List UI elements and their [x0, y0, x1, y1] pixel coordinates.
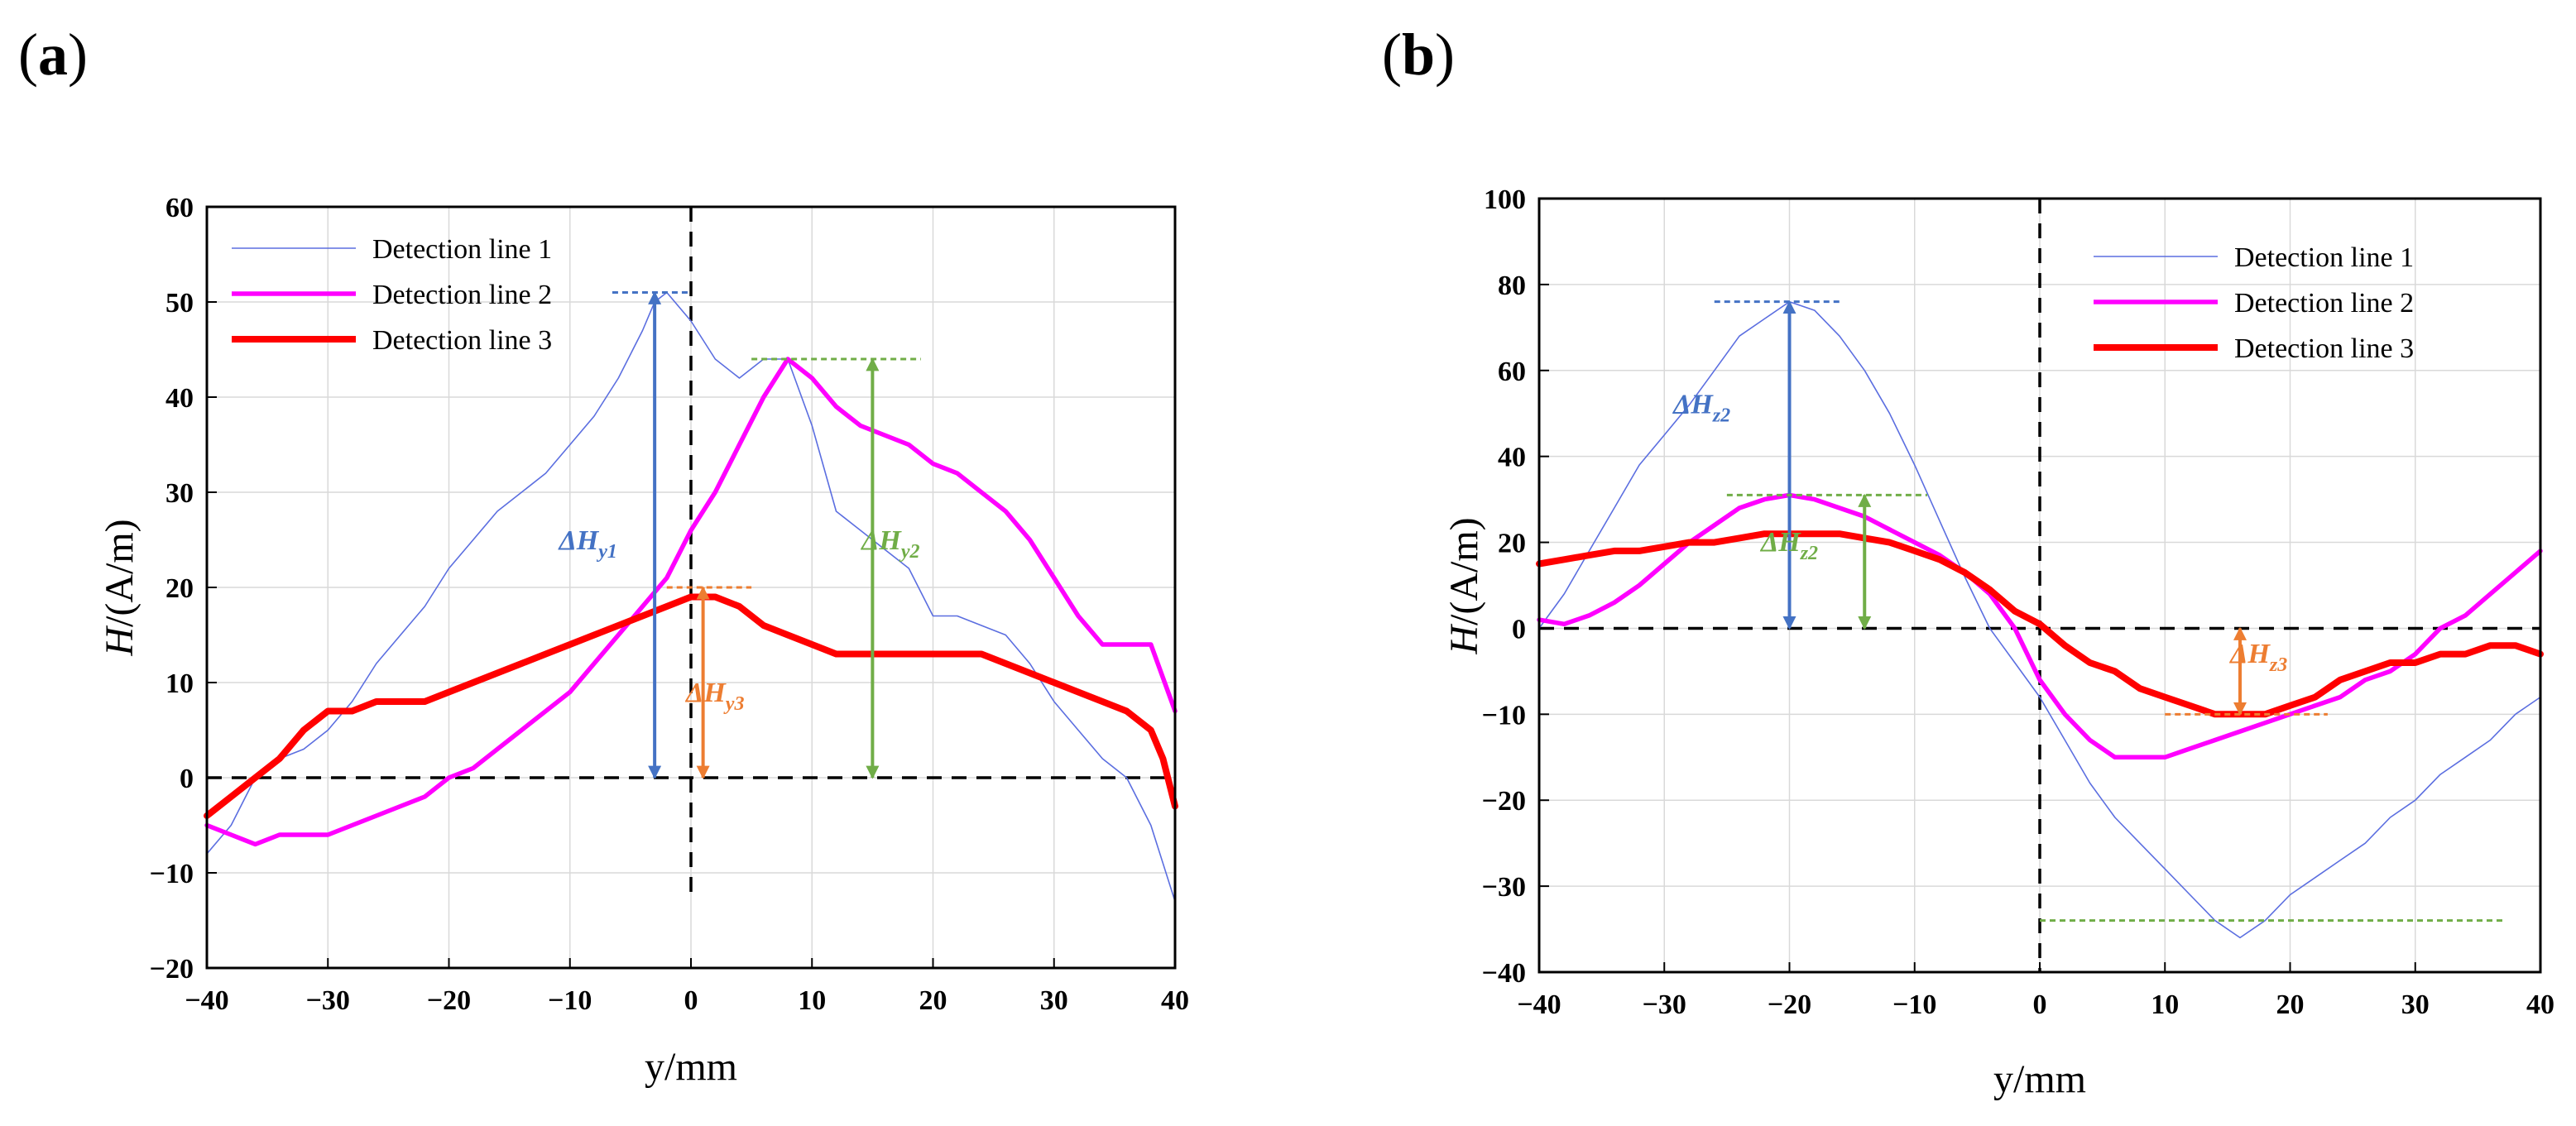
annotation-label: ΔHy2 — [860, 525, 919, 563]
legend-label-3: Detection line 3 — [372, 325, 552, 356]
y-tick-label: 30 — [165, 478, 194, 509]
y-tick-label: −20 — [150, 954, 194, 985]
annotation-label-sub: z2 — [1800, 543, 1818, 564]
y-tick-label: 60 — [165, 193, 194, 223]
x-tick-label: −30 — [1643, 989, 1686, 1020]
x-tick-label: 40 — [2526, 989, 2554, 1020]
series-line-1 — [206, 291, 1176, 903]
legend-label-1: Detection line 1 — [2234, 242, 2414, 273]
series-line-3 — [1536, 530, 2544, 718]
series-line-2 — [204, 357, 1178, 847]
y-tick-labels-a: −20 −10 0 10 20 30 40 50 60 — [150, 193, 217, 985]
y-axis-label-a: H/(A/m) — [98, 519, 142, 656]
annotation-label-main: ΔH — [860, 525, 902, 556]
annotation-label-sub: y3 — [723, 693, 745, 715]
x-tick-label: −30 — [306, 985, 350, 1016]
legend-a: Detection line 1 Detection line 2 Detectio… — [232, 234, 552, 356]
x-tick-label: −10 — [1892, 989, 1936, 1020]
annotation-label-sub: y2 — [899, 541, 920, 563]
x-tick-label: 20 — [2276, 989, 2305, 1020]
annotation-label: ΔHz3 — [2228, 639, 2287, 676]
y-tick-label: −20 — [1482, 786, 1526, 817]
annotation-label-main: ΔH — [684, 678, 727, 708]
y-tick-label: 10 — [165, 668, 194, 699]
annotation-label: ΔHy1 — [557, 525, 616, 563]
y-tick-label: 0 — [180, 764, 194, 794]
annotation-label-main: ΔH — [1672, 390, 1714, 420]
y-tick-label: −10 — [1482, 700, 1526, 731]
y-axis-label-b: H/(A/m) — [1442, 517, 1486, 654]
annotation-label: ΔHy3 — [684, 678, 744, 715]
x-tick-labels-b: −40 −30 −20 −10 0 10 20 30 40 — [1517, 962, 2554, 1020]
annotation-label-sub: y1 — [596, 541, 617, 563]
y-tick-label: 20 — [165, 573, 194, 604]
x-tick-label: 0 — [2033, 989, 2047, 1020]
x-axis-label-b: y/mm — [1993, 1057, 2086, 1101]
y-tick-label: −10 — [150, 859, 194, 889]
y-tick-label: −40 — [1482, 958, 1526, 989]
legend-label-3: Detection line 3 — [2234, 333, 2414, 364]
annotation-label-main: ΔH — [2228, 639, 2271, 669]
y-tick-label: 40 — [1498, 443, 1526, 473]
x-tick-label: 10 — [2151, 989, 2179, 1020]
legend-label-2: Detection line 2 — [372, 280, 552, 310]
y-tick-label: 40 — [165, 383, 194, 414]
annotation-label-main: ΔH — [1759, 527, 1801, 558]
legend-label-2: Detection line 2 — [2234, 288, 2414, 319]
legend-b: Detection line 1 Detection line 2 Detectio… — [2094, 242, 2414, 364]
x-tick-label: 0 — [684, 985, 698, 1016]
series-line-1 — [1538, 300, 2541, 939]
y-tick-label: 50 — [165, 288, 194, 319]
y-tick-label: 60 — [1498, 357, 1526, 387]
annotation-label-sub: z2 — [1712, 405, 1730, 427]
x-tick-label: −20 — [427, 985, 471, 1016]
x-axis-label-a: y/mm — [645, 1045, 737, 1089]
x-tick-label: 30 — [1040, 985, 1068, 1016]
panel-label-a: (a) — [18, 22, 88, 88]
x-tick-label: −40 — [185, 985, 228, 1016]
x-tick-label: 20 — [919, 985, 947, 1016]
y-tick-label: 80 — [1498, 271, 1526, 301]
series-line-2 — [1537, 492, 2543, 760]
x-tick-label: −10 — [548, 985, 592, 1016]
y-tick-labels-b: −40 −30 −20 −10 0 20 40 60 80 100 — [1482, 184, 1549, 989]
annotation-label: ΔHz2 — [1672, 390, 1730, 427]
annotation-label: ΔHz2 — [1759, 527, 1818, 564]
legend-label-1: Detection line 1 — [372, 234, 552, 265]
x-tick-label: 10 — [798, 985, 826, 1016]
y-tick-label: 20 — [1498, 529, 1526, 559]
panel-label-b: (b) — [1382, 22, 1455, 88]
x-tick-label: −20 — [1768, 989, 1811, 1020]
annotation-label-main: ΔH — [557, 525, 599, 556]
y-tick-label: 100 — [1484, 184, 1526, 215]
x-tick-label: 30 — [2401, 989, 2430, 1020]
y-tick-label: −30 — [1482, 872, 1526, 903]
x-tick-label: −40 — [1517, 989, 1561, 1020]
x-tick-labels-a: −40 −30 −20 −10 0 10 20 30 40 — [185, 958, 1189, 1016]
annotation-label-sub: z3 — [2269, 654, 2287, 676]
x-tick-label: 40 — [1161, 985, 1189, 1016]
y-tick-label: 0 — [1512, 614, 1526, 644]
